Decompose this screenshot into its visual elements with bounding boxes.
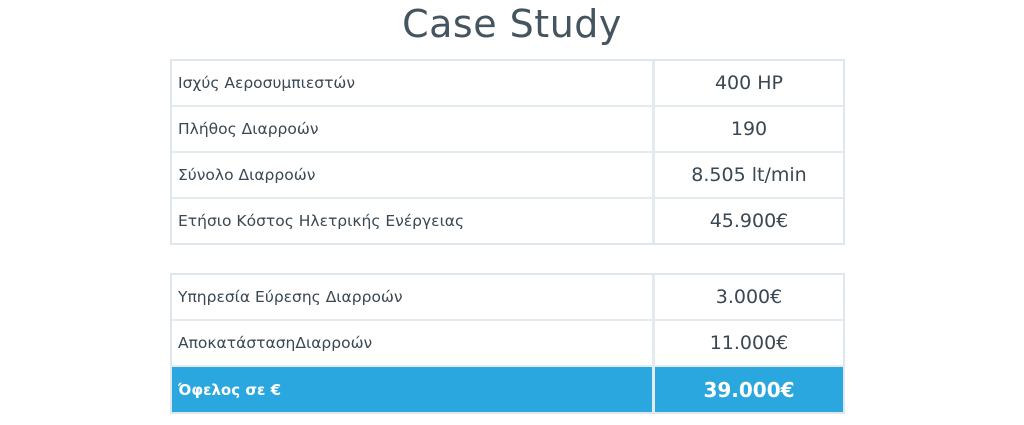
row-value-leak-repair: 11.000€ [655,321,843,367]
table-row: Σύνολο Διαρροών 8.505 lt/min [172,153,843,199]
row-label-leak-detection-service: Υπηρεσία Εύρεσης Διαρροών [172,275,655,321]
row-label-compressor-power: Ισχύς Αεροσυμπιεστών [172,61,655,107]
table-row: Ισχύς Αεροσυμπιεστών 400 HP [172,61,843,107]
total-value: 39.000€ [655,367,843,412]
specs-table: Ισχύς Αεροσυμπιεστών 400 HP Πλήθος Διαρρ… [170,59,845,245]
row-value-annual-energy-cost: 45.900€ [709,210,789,232]
table-row: ΑποκατάστασηΔιαρροών 11.000€ [172,321,843,367]
row-label-leak-total: Σύνολο Διαρροών [172,153,655,199]
total-row: Όφελος σε € 39.000€ [172,367,843,412]
row-label-leak-repair: ΑποκατάστασηΔιαρροών [172,321,655,367]
table-row: Πλήθος Διαρροών 190 [172,107,843,153]
row-label-annual-energy-cost: Ετήσιο Κόστος Ηλετρικής Ενέργειας [172,199,655,243]
row-value-compressor-power: 400 HP [655,61,843,107]
page-title: Case Study [402,2,622,46]
row-value-leak-count: 190 [655,107,843,153]
cost-table: Υπηρεσία Εύρεσης Διαρροών 3.000€ Αποκατά… [170,273,845,414]
row-value-leak-total: 8.505 lt/min [655,153,843,199]
row-value-leak-detection-service: 3.000€ [655,275,843,321]
total-label: Όφελος σε € [172,367,655,412]
row-label-leak-count: Πλήθος Διαρροών [172,107,655,153]
table-row: Ετήσιο Κόστος Ηλετρικής Ενέργειας 45.900… [172,199,843,243]
table-row: Υπηρεσία Εύρεσης Διαρροών 3.000€ [172,275,843,321]
